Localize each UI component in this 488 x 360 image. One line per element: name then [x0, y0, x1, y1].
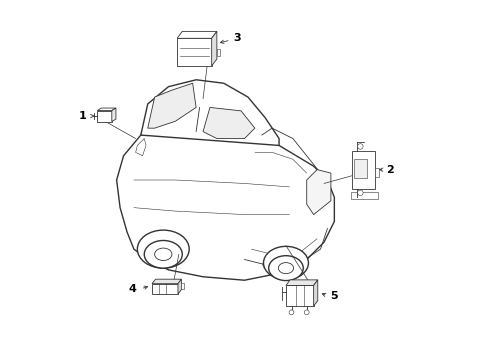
- FancyBboxPatch shape: [216, 49, 220, 55]
- Circle shape: [357, 144, 363, 149]
- Polygon shape: [141, 80, 279, 145]
- Polygon shape: [350, 192, 378, 199]
- Polygon shape: [112, 108, 116, 122]
- Polygon shape: [177, 31, 216, 38]
- Polygon shape: [203, 107, 254, 139]
- Polygon shape: [152, 279, 181, 284]
- Circle shape: [304, 310, 308, 315]
- Circle shape: [288, 310, 293, 315]
- Polygon shape: [152, 284, 178, 294]
- Polygon shape: [354, 159, 366, 178]
- Polygon shape: [285, 280, 317, 285]
- Text: 5: 5: [330, 291, 338, 301]
- FancyBboxPatch shape: [374, 168, 378, 177]
- Polygon shape: [313, 280, 317, 306]
- Polygon shape: [97, 108, 116, 111]
- Polygon shape: [117, 111, 334, 280]
- Ellipse shape: [144, 240, 182, 268]
- Polygon shape: [306, 170, 330, 215]
- Polygon shape: [147, 83, 196, 128]
- Text: 3: 3: [233, 33, 241, 43]
- Polygon shape: [352, 150, 374, 189]
- Ellipse shape: [262, 259, 278, 270]
- Ellipse shape: [278, 262, 293, 274]
- Polygon shape: [211, 31, 216, 66]
- Polygon shape: [177, 38, 211, 66]
- Text: 4: 4: [128, 284, 136, 294]
- Text: 2: 2: [385, 165, 393, 175]
- Circle shape: [357, 190, 363, 195]
- Ellipse shape: [154, 248, 172, 261]
- Ellipse shape: [263, 246, 308, 279]
- Polygon shape: [178, 279, 181, 294]
- Polygon shape: [97, 111, 112, 122]
- Polygon shape: [285, 285, 313, 306]
- Ellipse shape: [137, 230, 189, 268]
- FancyBboxPatch shape: [181, 283, 184, 289]
- Polygon shape: [135, 139, 146, 156]
- Ellipse shape: [268, 256, 303, 280]
- Text: 1: 1: [78, 111, 86, 121]
